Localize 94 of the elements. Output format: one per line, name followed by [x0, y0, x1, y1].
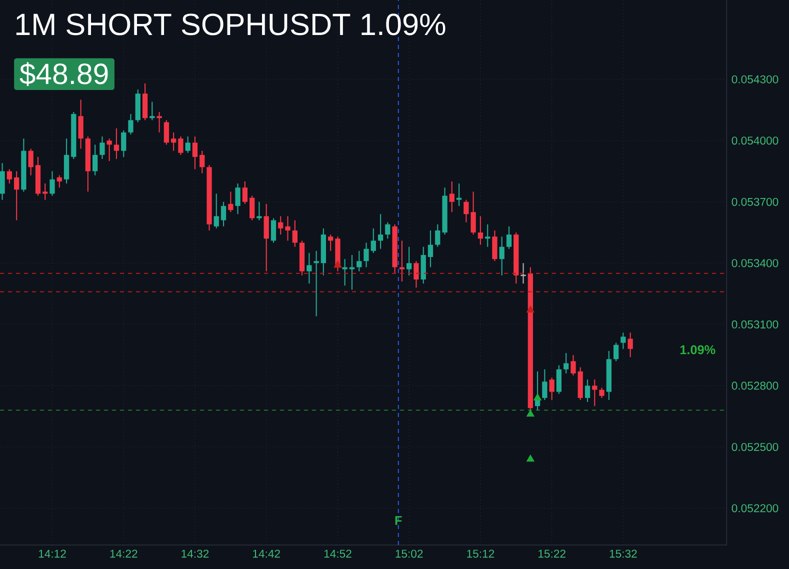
candlestick	[428, 230, 434, 268]
y-tick-label: 0.054300	[732, 75, 778, 84]
point	[526, 306, 534, 313]
candlestick	[628, 332, 633, 358]
x-tick-label: 14:22	[110, 550, 138, 558]
candlestick	[492, 230, 498, 262]
candlestick	[164, 120, 170, 146]
candlestick	[170, 132, 176, 152]
candlestick	[385, 222, 390, 240]
candlestick	[478, 216, 484, 246]
candlestick	[100, 136, 105, 160]
candlestick	[92, 144, 98, 176]
candlestick	[549, 376, 554, 401]
candlestick	[542, 368, 548, 401]
y-tick-label: 0.053400	[732, 259, 778, 268]
y-tick-label: 0.052200	[732, 504, 778, 512]
candlestick	[620, 332, 626, 350]
candlestick	[556, 364, 562, 394]
x-tick-label: 14:42	[253, 550, 280, 558]
candlestick	[150, 101, 155, 121]
candlestick	[564, 352, 569, 374]
candlestick	[14, 170, 20, 221]
y-tick-label: 0.052500	[732, 442, 778, 451]
annotation: 1.09%	[680, 345, 716, 354]
candlestick	[121, 130, 126, 158]
candlestick	[306, 252, 312, 284]
candlestick	[6, 168, 12, 184]
candlestick	[178, 136, 184, 156]
candlestick	[256, 201, 262, 221]
candlestick	[399, 240, 405, 282]
y-tick-label: 0.053100	[732, 320, 778, 328]
candlestick	[28, 148, 34, 176]
candlestick	[356, 250, 362, 272]
candlestick	[270, 218, 276, 244]
chart-title: 1M SHORT SOPHUSDT 1.09%	[16, 14, 446, 36]
y-tick-label: 0.054000	[732, 136, 778, 145]
candlestick	[220, 201, 226, 227]
annotation: $48.89	[20, 62, 108, 86]
candlestick	[106, 138, 112, 162]
candlestick	[520, 262, 527, 284]
candlestick	[314, 250, 319, 317]
x-tick-label: 15:02	[396, 550, 423, 558]
candlestick	[214, 193, 219, 229]
candlestick	[114, 128, 120, 160]
candlestick	[435, 224, 440, 248]
candlestick	[200, 150, 205, 174]
candlestick	[370, 228, 376, 254]
y-tick-label: 0.053700	[732, 198, 778, 206]
candlestick	[364, 242, 369, 268]
candlestick	[264, 203, 269, 272]
candlestick	[128, 114, 134, 136]
candlestick	[0, 162, 5, 200]
x-tick-label: 15:32	[610, 550, 637, 558]
y-tick-label: 0.052800	[732, 382, 778, 390]
candlestick	[456, 182, 462, 206]
candlestick	[570, 354, 576, 376]
candlestick	[185, 136, 190, 154]
candlestick	[485, 224, 490, 248]
candlestick	[250, 195, 255, 221]
x-tick-label: 15:22	[538, 550, 566, 558]
candlestick	[285, 216, 290, 242]
candlestick	[349, 254, 355, 290]
point	[526, 410, 534, 417]
candlestick	[613, 342, 619, 362]
x-tick-label: 15:12	[467, 550, 494, 558]
candlestick	[278, 216, 284, 236]
candlestick	[499, 236, 504, 276]
candlestick	[292, 220, 298, 248]
candlestick	[192, 136, 198, 170]
candlestick	[56, 174, 62, 188]
candlestick	[599, 387, 604, 398]
point	[526, 454, 534, 462]
candlestick	[584, 379, 590, 403]
candlestick	[78, 99, 84, 150]
candlestick	[592, 379, 598, 407]
candlestick	[235, 182, 240, 215]
candlestick	[50, 170, 55, 196]
candlestick	[378, 214, 384, 250]
annotation: F	[395, 516, 402, 525]
x-tick-label: 14:52	[324, 550, 352, 558]
candlestick	[42, 182, 48, 200]
candlestick	[328, 234, 334, 252]
candlestick	[228, 191, 234, 213]
point	[334, 260, 342, 268]
candlestick	[414, 260, 419, 288]
candlestick	[406, 246, 412, 276]
candlestick	[242, 180, 248, 204]
candlestick	[342, 258, 348, 286]
candlestick	[449, 180, 454, 213]
candlestick	[156, 111, 162, 133]
candlestick	[506, 226, 512, 250]
x-tick-label: 14:32	[182, 550, 209, 558]
point	[534, 393, 542, 400]
x-tick-label: 14:12	[38, 550, 66, 558]
